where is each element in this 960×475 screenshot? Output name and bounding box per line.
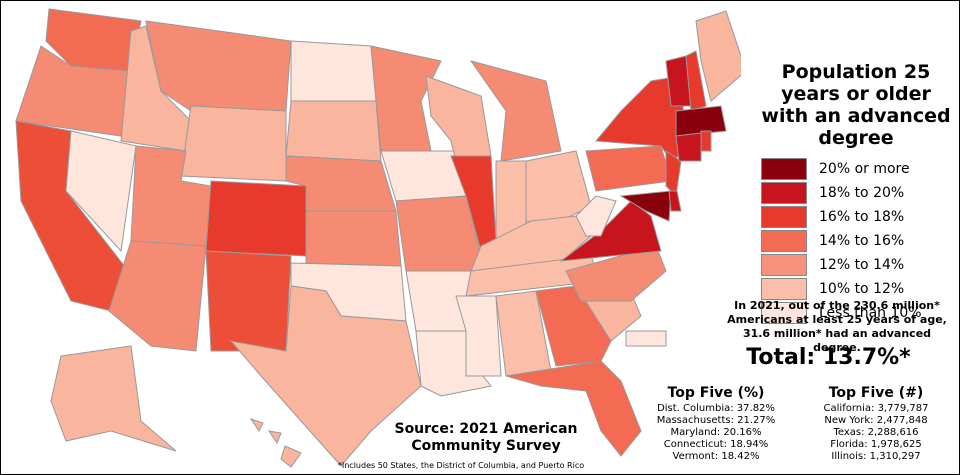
state	[50, 345, 177, 452]
legend-item: 18% to 20%	[761, 181, 922, 205]
list-item: Maryland: 20.16%	[670, 427, 762, 438]
state	[290, 40, 377, 102]
state	[280, 445, 302, 468]
legend-swatch	[761, 182, 807, 204]
total: Total: 13.7%*	[746, 345, 911, 370]
state	[455, 295, 502, 377]
state	[585, 145, 672, 192]
state	[619, 190, 672, 222]
state	[469, 60, 562, 162]
top-five-percent: Top Five (%) Dist. Columbia: 37.82% Massac…	[646, 383, 786, 463]
legend: 20% or more 18% to 20% 16% to 18% 14% to 16…	[761, 157, 922, 325]
list-item: New York: 2,477,848	[824, 415, 928, 426]
legend-item: 16% to 18%	[761, 205, 922, 229]
legend-swatch	[761, 206, 807, 228]
state	[505, 360, 642, 457]
legend-label: 20% or more	[819, 161, 910, 177]
state	[700, 130, 712, 152]
state	[695, 10, 741, 102]
list-title: Top Five (%)	[667, 385, 765, 401]
legend-item: 20% or more	[761, 157, 922, 181]
us-map	[15, 8, 741, 468]
state	[205, 250, 292, 352]
state	[370, 45, 442, 152]
source: Source: 2021 American Community Survey	[394, 421, 578, 454]
legend-label: 16% to 18%	[819, 209, 905, 225]
state	[305, 210, 402, 267]
legend-swatch	[761, 158, 807, 180]
legend-label: Less than 10%	[819, 305, 922, 321]
state	[180, 105, 287, 182]
state	[285, 100, 382, 162]
state	[205, 180, 307, 257]
state	[395, 195, 482, 277]
legend-swatch	[761, 254, 807, 276]
legend-item: 14% to 16%	[761, 229, 922, 253]
note: In 2021, out of the 230.6 million* Ameri…	[727, 299, 947, 354]
legend-item: 10% to 12%	[761, 277, 922, 301]
state	[108, 240, 207, 352]
top-five-number: Top Five (#) California: 3,779,787 New Yor…	[806, 383, 946, 463]
states	[15, 8, 741, 468]
list-item: Illinois: 1,310,297	[831, 451, 921, 462]
state	[425, 75, 492, 162]
legend-label: 10% to 12%	[819, 281, 905, 297]
map-title: Population 25 years or older with an adv…	[761, 61, 951, 149]
legend-label: 18% to 20%	[819, 185, 905, 201]
legend-item: Less than 10%	[761, 301, 922, 325]
legend-swatch	[761, 278, 807, 300]
list-item: Connecticut: 18.94%	[663, 439, 769, 450]
list-title: Top Five (#)	[828, 385, 924, 401]
list-item: Texas: 2,288,616	[833, 427, 919, 438]
list-item: Florida: 1,978,625	[830, 439, 922, 450]
state	[575, 195, 617, 237]
footnote: *Includes 50 States, the District of Col…	[337, 461, 585, 470]
state	[668, 190, 682, 212]
state	[267, 430, 282, 445]
legend-label: 12% to 14%	[819, 257, 905, 273]
list-item: Dist. Columbia: 37.82%	[657, 403, 775, 414]
legend-swatch	[761, 230, 807, 252]
state	[229, 285, 422, 467]
list-item: California: 3,779,787	[823, 403, 929, 414]
state	[685, 50, 707, 112]
state	[675, 132, 702, 162]
state	[625, 330, 667, 347]
list-item: Vermont: 18.42%	[672, 451, 760, 462]
state	[525, 150, 592, 227]
state	[675, 105, 727, 137]
state	[65, 130, 137, 253]
state	[249, 418, 264, 432]
legend-item: 12% to 14%	[761, 253, 922, 277]
legend-swatch	[761, 302, 807, 324]
state	[535, 285, 612, 367]
list-item: Massachusetts: 21.27%	[656, 415, 776, 426]
legend-label: 14% to 16%	[819, 233, 905, 249]
